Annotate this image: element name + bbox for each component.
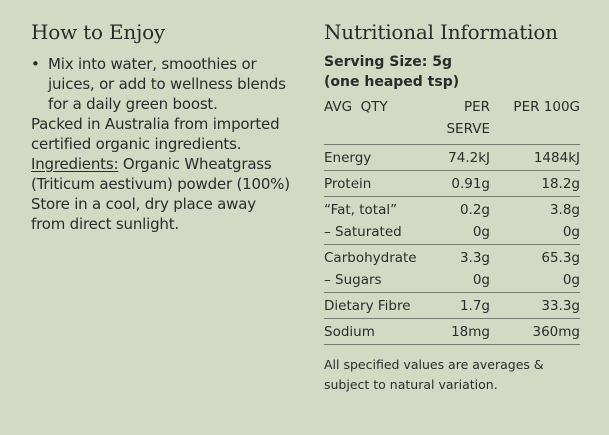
row-label: Energy — [324, 150, 372, 166]
table-row: Dietary Fibre 1.7g 33.3g — [324, 295, 580, 317]
row-per-100g: 65.3g — [541, 250, 580, 266]
row-per-100g: 0g — [562, 272, 580, 288]
row-label: – Saturated — [324, 224, 402, 240]
header-avg-qty: AVG QTY — [324, 99, 388, 115]
storage-text: Store in a cool, dry place away from dir… — [31, 195, 256, 233]
table-row: Protein 0.91g 18.2g — [324, 173, 580, 195]
nutrition-group-protein: Protein 0.91g 18.2g — [324, 171, 580, 197]
serving-size-line1: Serving Size: 5g — [324, 54, 453, 70]
row-label: Protein — [324, 176, 372, 192]
ingredients-value: Organic Wheatgrass (Triticum aestivum) p… — [31, 155, 290, 193]
nutrition-panel: Nutritional Information Serving Size: 5g… — [324, 20, 580, 395]
row-per-100g: 3.8g — [549, 202, 580, 218]
nutrition-title: Nutritional Information — [324, 20, 558, 44]
usage-text: Mix into water, smoothies or juices, or … — [48, 55, 286, 113]
row-per-100g: 1484kJ — [533, 150, 580, 166]
nutrition-header-row: AVG QTY PER SERVE PER 100G — [324, 96, 580, 145]
serving-size: Serving Size: 5g (one heaped tsp) — [324, 52, 580, 92]
nutrition-group-energy: Energy 74.2kJ 1484kJ — [324, 145, 580, 171]
table-row: – Saturated 0g 0g — [324, 221, 580, 243]
row-per-serve: 0g — [472, 224, 490, 240]
ingredients-text: Ingredients: Organic Wheatgrass (Triticu… — [31, 154, 291, 194]
row-per-100g: 0g — [562, 224, 580, 240]
nutrition-group-sodium: Sodium 18mg 360mg — [324, 319, 580, 345]
row-per-100g: 18.2g — [541, 176, 580, 192]
row-per-serve: 74.2kJ — [448, 150, 490, 166]
row-label: Carbohydrate — [324, 250, 417, 266]
row-per-serve: 3.3g — [459, 250, 490, 266]
nutrition-group-fibre: Dietary Fibre 1.7g 33.3g — [324, 293, 580, 319]
row-per-serve: 0g — [472, 272, 490, 288]
table-row: “Fat, total” 0.2g 3.8g — [324, 199, 580, 221]
row-per-100g: 33.3g — [541, 298, 580, 314]
usage-bullet: • Mix into water, smoothies or juices, o… — [31, 54, 291, 114]
serving-size-line2: (one heaped tsp) — [324, 74, 460, 90]
row-per-serve: 0.91g — [451, 176, 490, 192]
bullet-dot: • — [31, 55, 40, 73]
row-label: “Fat, total” — [324, 202, 398, 218]
nutrition-group-fat: “Fat, total” 0.2g 3.8g – Saturated 0g 0g — [324, 197, 580, 245]
row-per-serve: 1.7g — [459, 298, 490, 314]
table-row: Sodium 18mg 360mg — [324, 321, 580, 343]
header-per-serve: PER SERVE — [446, 99, 490, 137]
how-to-enjoy-title: How to Enjoy — [31, 20, 166, 44]
row-per-100g: 360mg — [532, 324, 581, 340]
ingredients-label: Ingredients: — [31, 155, 119, 173]
row-label: Sodium — [324, 324, 375, 340]
table-row: Energy 74.2kJ 1484kJ — [324, 147, 580, 169]
row-per-serve: 0.2g — [459, 202, 490, 218]
row-per-serve: 18mg — [451, 324, 490, 340]
header-per-100g: PER 100G — [513, 99, 580, 115]
row-label: Dietary Fibre — [324, 298, 411, 314]
packed-text: Packed in Australia from imported certif… — [31, 115, 280, 153]
table-row: – Sugars 0g 0g — [324, 269, 580, 291]
averages-note: All specified values are averages & subj… — [324, 357, 544, 392]
table-row: Carbohydrate 3.3g 65.3g — [324, 247, 580, 269]
row-label: – Sugars — [324, 272, 382, 288]
nutrition-group-carbohydrate: Carbohydrate 3.3g 65.3g – Sugars 0g 0g — [324, 245, 580, 293]
how-to-enjoy-section: How to Enjoy • Mix into water, smoothies… — [31, 20, 291, 234]
